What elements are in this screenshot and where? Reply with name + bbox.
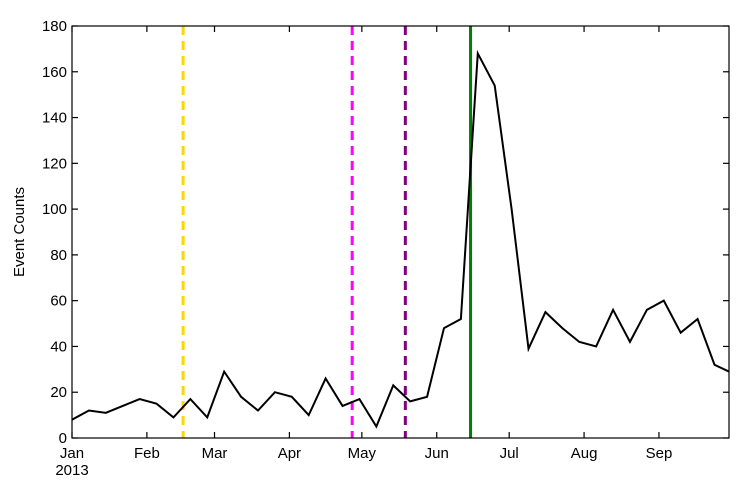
y-tick-label: 100 xyxy=(42,201,67,218)
x-tick-label: Jun xyxy=(425,445,449,462)
y-axis-label: Event Counts xyxy=(11,187,28,277)
x-tick-label: Apr xyxy=(278,445,301,462)
plot-frame xyxy=(71,25,730,439)
y-tick-label: 20 xyxy=(50,384,67,401)
vline-layer xyxy=(181,26,473,438)
y-tick-label: 40 xyxy=(50,338,67,355)
y-tick-label: 180 xyxy=(42,18,67,35)
x-tick-label: Sep xyxy=(646,445,673,462)
x-tick-label: Aug xyxy=(571,445,598,462)
x-tick-label: Jan xyxy=(60,445,84,462)
y-tick-label: 140 xyxy=(42,110,67,127)
x-tick-label: Jul xyxy=(500,445,519,462)
y-tick-label: 80 xyxy=(50,247,67,264)
series-line-1 xyxy=(72,49,729,429)
x-tick-label: Mar xyxy=(202,445,228,462)
y-tick-label: 120 xyxy=(42,155,67,172)
x-tick-sublabel: 2013 xyxy=(55,462,88,479)
y-tick-label: 0 xyxy=(59,430,67,447)
series-layer xyxy=(72,49,729,429)
x-tick-label: May xyxy=(348,445,377,462)
y-tick-label: 60 xyxy=(50,293,67,310)
y-tick-label: 160 xyxy=(42,64,67,81)
y-axis: 0 20 40 60 80 100 120 140 160 180 xyxy=(42,18,729,447)
x-tick-label: Feb xyxy=(134,445,160,462)
